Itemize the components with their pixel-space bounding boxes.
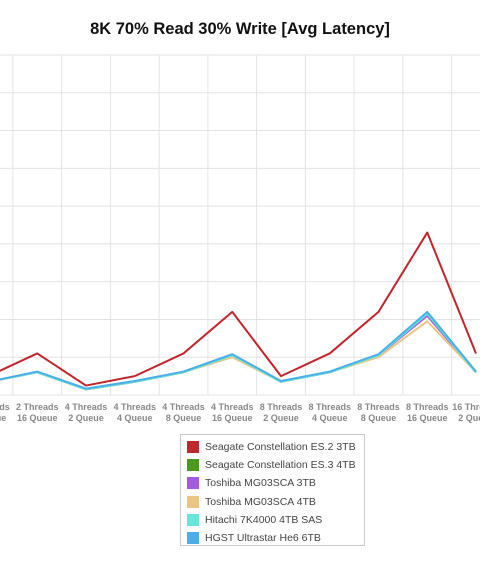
legend-item: Toshiba MG03SCA 4TB: [187, 493, 364, 511]
legend-swatch: [187, 495, 199, 508]
series-line-4: [0, 312, 477, 391]
x-tick-label: 4 Threads 2 Queue: [65, 402, 108, 423]
legend-item: Toshiba MG03SCA 3TB: [187, 474, 364, 492]
legend-item: HGST Ultrastar He6 6TB: [187, 529, 364, 547]
legend-swatch: [187, 459, 199, 472]
legend-item: Seagate Constellation ES.3 4TB: [187, 456, 364, 474]
legend-label: Seagate Constellation ES.3 4TB: [205, 459, 356, 472]
legend-label: Hitachi 7K4000 4TB SAS: [205, 513, 323, 526]
x-tick-label: 8 Threads 8 Queue: [357, 402, 400, 423]
chart-title: 8K 70% Read 30% Write [Avg Latency]: [90, 20, 390, 38]
x-tick-label: 8 Threads 2 Queue: [260, 402, 303, 423]
series-line-5: [0, 310, 477, 390]
legend-label: Seagate Constellation ES.2 3TB: [205, 441, 356, 454]
legend-swatch: [187, 441, 199, 454]
series-line-1: [0, 314, 477, 391]
series-line-0: [0, 231, 477, 387]
legend-swatch: [187, 532, 199, 545]
legend-label: Toshiba MG03SCA 4TB: [205, 495, 316, 508]
x-tick-label: 4 Threads 8 Queue: [162, 402, 205, 423]
legend-swatch: [187, 513, 199, 526]
legend-label: HGST Ultrastar He6 6TB: [205, 532, 321, 545]
x-tick-label: 8 Threads 4 Queue: [308, 402, 351, 423]
legend-label: Toshiba MG03SCA 3TB: [205, 477, 316, 490]
legend-item: Hitachi 7K4000 4TB SAS: [187, 511, 364, 529]
series-line-2: [0, 314, 477, 391]
x-tick-label: 4 Threads 4 Queue: [113, 402, 156, 423]
legend-item: Seagate Constellation ES.2 3TB: [187, 438, 364, 456]
x-tick-label: 2 Threads 16 Queue: [16, 402, 59, 423]
x-tick-label: 8 Threads 16 Queue: [406, 402, 449, 423]
legend: Seagate Constellation ES.2 3TB Seagate Co…: [180, 434, 365, 546]
x-tick-label: 4 Threads 16 Queue: [211, 402, 254, 423]
legend-swatch: [187, 477, 199, 490]
